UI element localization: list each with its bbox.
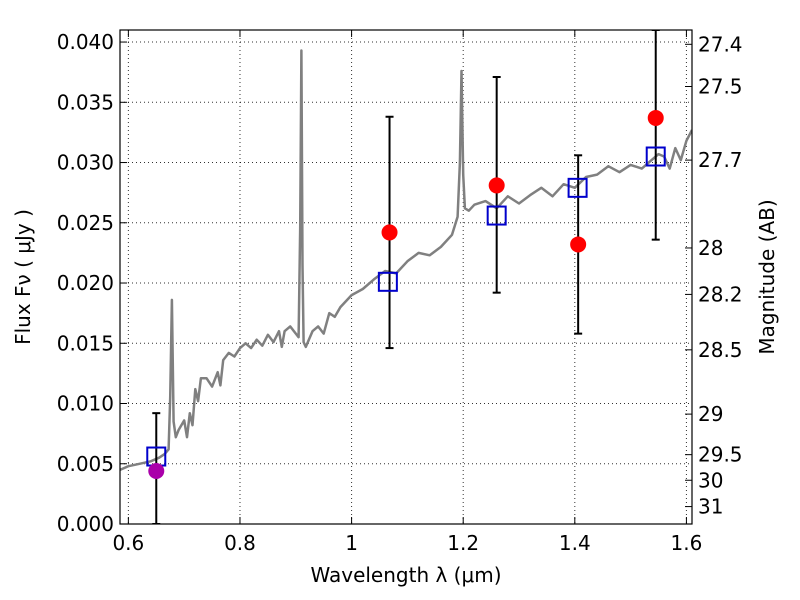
right-tick-label: 29 [698,402,723,426]
x-tick-label: 1.2 [447,531,479,555]
x-tick-label: 0.6 [112,531,144,555]
y-tick-label: 0.010 [57,392,114,416]
y-tick-label: 0.035 [57,90,114,114]
x-tick-label: 1 [345,531,358,555]
model-square-point [567,177,588,198]
observed-circle-point [488,177,505,194]
model-square-point [377,271,398,292]
x-axis-label: Wavelength λ (μm) [310,563,501,587]
model-square-point [486,205,507,226]
right-tick-label: 27.4 [698,32,743,56]
observed-circle-point [647,109,664,126]
axis-ticks: 0.6 0.8 1 1.2 1.4 1.6 0.000 0.005 0.010 0.015 0.02… [57,30,743,555]
y-tick-label: 0.040 [57,30,114,54]
grid [120,30,692,525]
plot-frame [119,29,693,525]
right-tick-label: 28.2 [698,282,743,306]
right-tick-label: 27.7 [698,148,743,172]
y-tick-label: 0.000 [57,512,114,536]
right-tick-label: 31 [698,495,723,519]
y-tick-label: 0.020 [57,271,114,295]
observed-circle-point [148,462,165,479]
y-tick-label: 0.005 [57,452,114,476]
x-tick-label: 1.4 [559,531,591,555]
plot-area [120,30,692,524]
y-tick-label: 0.030 [57,151,114,175]
y-tick-label: 0.015 [57,331,114,355]
y-tick-label: 0.025 [57,211,114,235]
observed-circle-point [381,224,398,241]
right-tick-label: 28.5 [698,338,743,362]
observed-circle-point [570,236,587,253]
right-tick-label: 30 [698,468,723,492]
x-tick-label: 0.8 [224,531,256,555]
y-axis-label: Flux Fν ( μJy ) [11,209,35,345]
right-axis-label: Magnitude (AB) [755,199,779,354]
right-tick-label: 28 [698,236,723,260]
right-tick-label: 29.5 [698,443,743,467]
model-square-point [645,146,666,167]
right-tick-label: 27.5 [698,75,743,99]
spectrum-line [120,49,692,471]
x-tick-label: 1.6 [671,531,703,555]
